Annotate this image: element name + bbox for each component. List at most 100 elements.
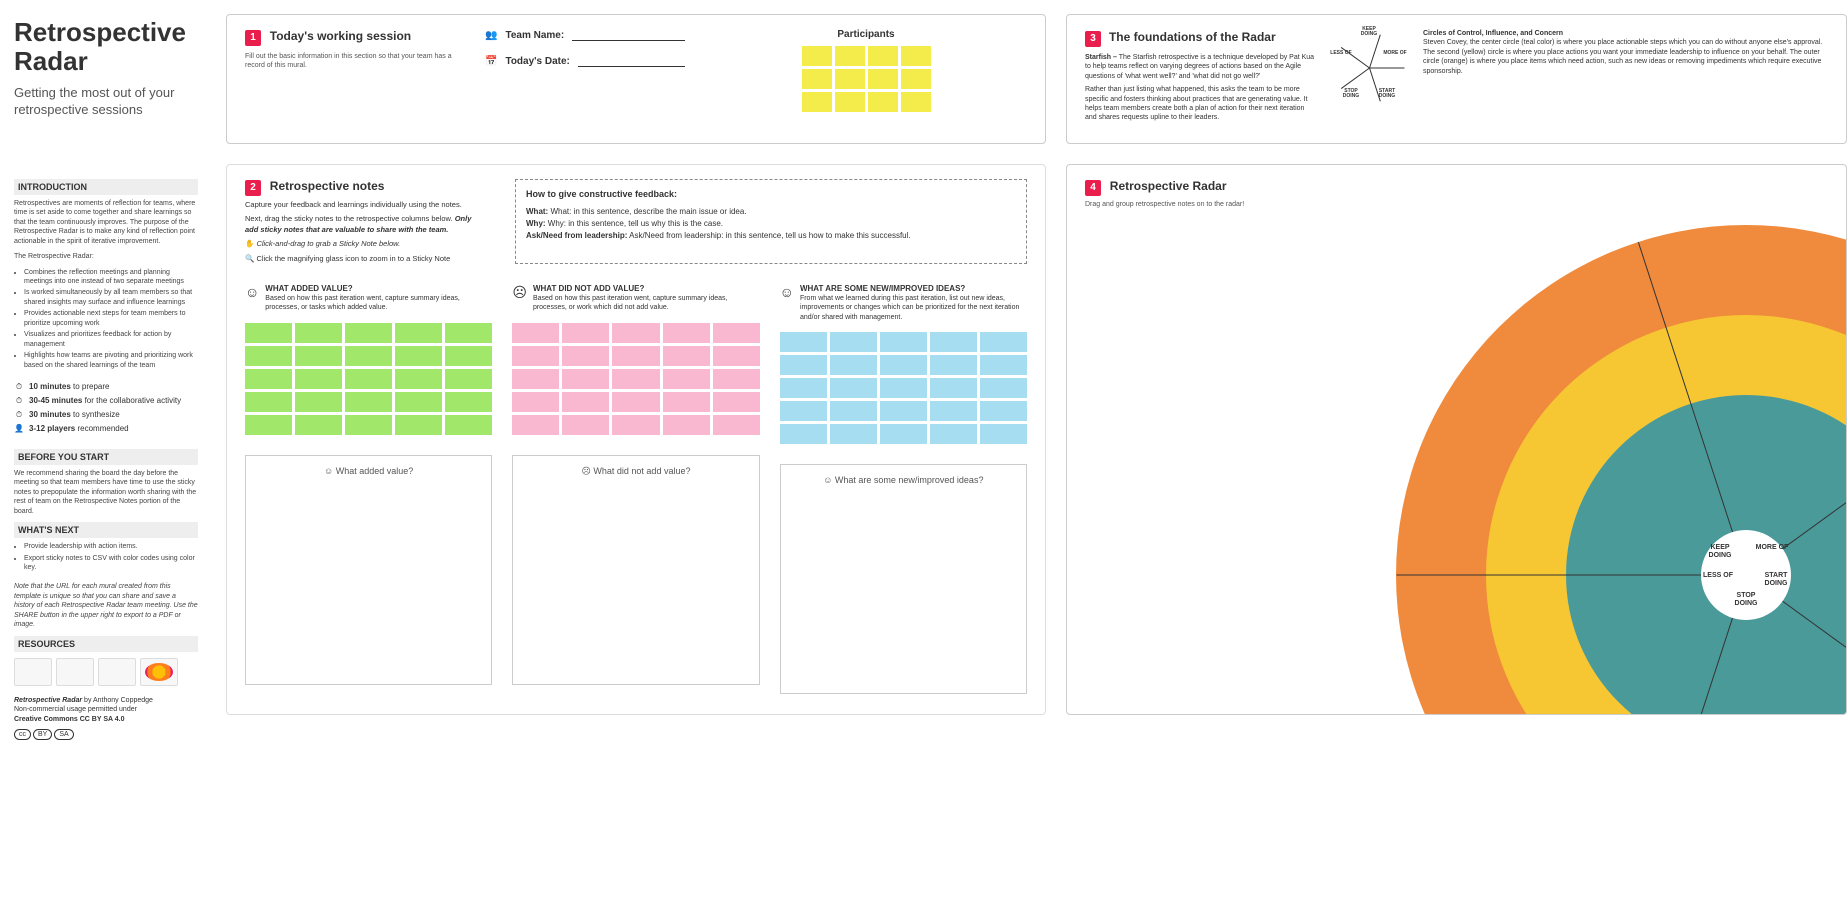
radar-chart[interactable]: KEEP DOING MORE OF START DOING STOP DOIN… [1396,225,1847,715]
sticky-note[interactable] [713,369,760,389]
sticky-note[interactable] [245,346,292,366]
team-name-input[interactable] [572,29,685,41]
sticky-note[interactable] [930,355,977,375]
sticky-note[interactable] [780,424,827,444]
sticky-note[interactable] [245,392,292,412]
resource-thumb[interactable] [56,658,94,686]
sticky-note[interactable] [930,378,977,398]
participant-sticky[interactable] [901,69,931,89]
participant-sticky[interactable] [868,92,898,112]
sticky-note[interactable] [713,415,760,435]
sticky-note[interactable] [830,355,877,375]
drop-zone[interactable]: ☹ What did not add value? [512,455,759,685]
sticky-note[interactable] [612,323,659,343]
sticky-note[interactable] [245,415,292,435]
sticky-note[interactable] [663,323,710,343]
sticky-note[interactable] [612,415,659,435]
sticky-note[interactable] [830,401,877,421]
sticky-note[interactable] [930,401,977,421]
sticky-note[interactable] [612,369,659,389]
sticky-note[interactable] [245,323,292,343]
sticky-note[interactable] [980,424,1027,444]
sticky-note[interactable] [395,323,442,343]
sticky-note[interactable] [512,369,559,389]
sticky-note[interactable] [713,323,760,343]
sticky-note[interactable] [395,415,442,435]
participant-sticky[interactable] [802,69,832,89]
sticky-note[interactable] [445,392,492,412]
sticky-note[interactable] [345,369,392,389]
sticky-note[interactable] [713,392,760,412]
sticky-note[interactable] [880,401,927,421]
sticky-note[interactable] [445,323,492,343]
sticky-note[interactable] [612,392,659,412]
sticky-note[interactable] [880,355,927,375]
participant-sticky[interactable] [868,69,898,89]
sticky-note[interactable] [512,392,559,412]
sticky-note[interactable] [562,392,609,412]
sticky-note[interactable] [713,346,760,366]
sticky-note[interactable] [830,424,877,444]
sticky-grid [512,323,759,435]
participant-sticky[interactable] [802,46,832,66]
sticky-note[interactable] [930,332,977,352]
sticky-note[interactable] [980,332,1027,352]
participant-sticky[interactable] [901,92,931,112]
participant-sticky[interactable] [835,46,865,66]
sticky-note[interactable] [295,415,342,435]
sticky-note[interactable] [980,378,1027,398]
participant-sticky[interactable] [835,69,865,89]
sticky-note[interactable] [345,323,392,343]
resource-thumb[interactable] [14,658,52,686]
sticky-note[interactable] [663,415,710,435]
participant-sticky[interactable] [835,92,865,112]
sticky-note[interactable] [780,332,827,352]
sticky-note[interactable] [663,346,710,366]
next-bullet: Export sticky notes to CSV with color co… [24,554,198,573]
sticky-note[interactable] [512,346,559,366]
sticky-note[interactable] [880,424,927,444]
sticky-note[interactable] [930,424,977,444]
participant-sticky[interactable] [802,92,832,112]
sticky-note[interactable] [880,378,927,398]
resource-thumb[interactable] [98,658,136,686]
sticky-note[interactable] [663,369,710,389]
sticky-note[interactable] [512,323,559,343]
sticky-note[interactable] [445,415,492,435]
sticky-note[interactable] [295,369,342,389]
sticky-note[interactable] [295,346,342,366]
sticky-note[interactable] [780,378,827,398]
label-start: START DOING [1759,572,1793,587]
sticky-note[interactable] [295,323,342,343]
sticky-note[interactable] [780,401,827,421]
date-input[interactable] [578,55,685,67]
sticky-note[interactable] [612,346,659,366]
sticky-note[interactable] [345,415,392,435]
participant-sticky[interactable] [868,46,898,66]
resource-thumb[interactable] [140,658,178,686]
sticky-note[interactable] [445,369,492,389]
participant-sticky[interactable] [901,46,931,66]
sticky-note[interactable] [830,332,877,352]
sticky-note[interactable] [512,415,559,435]
sticky-note[interactable] [980,401,1027,421]
sticky-note[interactable] [562,369,609,389]
sticky-note[interactable] [562,323,609,343]
sticky-note[interactable] [562,346,609,366]
drop-zone[interactable]: ☺ What added value? [245,455,492,685]
sticky-note[interactable] [980,355,1027,375]
sticky-note[interactable] [395,369,442,389]
sticky-note[interactable] [345,392,392,412]
sticky-note[interactable] [663,392,710,412]
sticky-note[interactable] [562,415,609,435]
sticky-note[interactable] [830,378,877,398]
sticky-note[interactable] [345,346,392,366]
sticky-note[interactable] [445,346,492,366]
sticky-note[interactable] [780,355,827,375]
sticky-note[interactable] [395,346,442,366]
drop-zone[interactable]: ☺ What are some new/improved ideas? [780,464,1027,694]
sticky-note[interactable] [395,392,442,412]
sticky-note[interactable] [245,369,292,389]
sticky-note[interactable] [880,332,927,352]
sticky-note[interactable] [295,392,342,412]
